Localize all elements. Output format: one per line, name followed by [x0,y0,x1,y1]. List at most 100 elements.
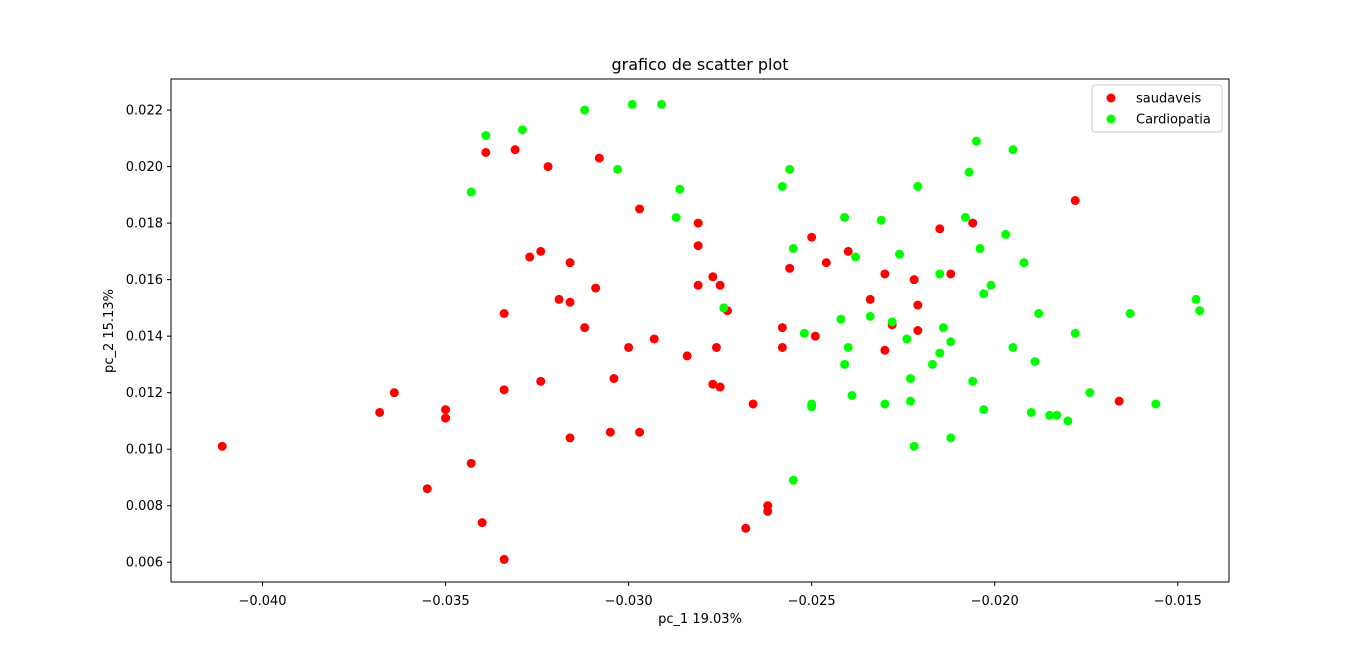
y-tick-label: 0.012 [126,386,163,401]
data-point [1114,396,1124,406]
data-point [935,348,945,358]
data-point [971,136,981,146]
data-point [543,162,553,172]
data-point [1034,309,1044,319]
data-point [865,294,875,304]
plot-area [170,78,1230,583]
data-point [466,187,476,197]
data-point [906,374,916,384]
data-point [1151,399,1161,409]
data-point [594,153,604,163]
data-point [693,280,703,290]
x-tick-label: −0.040 [238,594,286,609]
data-point [481,131,491,141]
data-point [960,212,970,222]
data-point [968,376,978,386]
data-point [510,145,520,155]
data-point [909,441,919,451]
data-point [785,164,795,174]
data-point [499,554,509,564]
data-point [1063,416,1073,426]
data-point [968,218,978,228]
data-point [887,317,897,327]
data-point [913,326,923,335]
data-point [935,269,945,279]
x-tick-label: −0.030 [605,594,653,609]
data-point [536,376,546,386]
y-tick-label: 0.008 [126,499,163,514]
data-point [880,269,890,279]
data-point [840,212,850,222]
data-point [1085,388,1095,398]
data-point [979,289,989,299]
data-point [715,382,725,392]
data-point [946,269,956,279]
data-point [777,323,787,333]
data-point [217,441,227,451]
data-point [499,385,509,395]
data-point [580,323,590,333]
x-tick-label: −0.015 [1154,594,1202,609]
data-point [909,275,919,285]
data-point [777,181,787,191]
data-point [741,523,751,533]
data-point [441,405,451,415]
data-point [843,246,853,256]
data-point [624,342,634,352]
data-point [788,244,798,254]
data-point [671,212,681,222]
y-tick-label: 0.010 [126,443,163,458]
data-point [763,506,773,516]
data-point [1195,306,1205,316]
y-axis-label: pc_2 15.13% [102,289,117,373]
y-tick-label: 0.014 [126,330,163,345]
data-point [935,224,945,234]
data-point [605,427,615,437]
data-point [635,427,645,437]
data-point [1008,145,1018,155]
data-point [865,311,875,321]
y-tick-label: 0.006 [126,556,163,571]
data-point [777,342,787,352]
data-point [1019,258,1029,268]
data-point [657,99,667,109]
data-point [964,167,974,177]
data-point [375,407,385,417]
data-point [1070,328,1080,338]
data-point [466,458,476,468]
data-point [799,328,809,338]
legend: saudaveis Cardiopatia [1091,84,1223,133]
data-point [389,388,399,398]
data-point [748,399,758,409]
points-layer [217,99,1205,564]
data-point [1070,196,1080,206]
data-point [913,181,923,191]
y-tick-label: 0.020 [126,160,163,175]
data-point [979,405,989,415]
data-point [1008,342,1018,352]
series-cardiopatia [466,99,1205,485]
data-point [902,334,912,344]
data-point [477,518,487,528]
data-point [609,374,619,384]
data-point [906,396,916,406]
data-point [1026,407,1036,417]
data-point [715,280,725,290]
data-point [554,294,564,304]
legend-label: Cardiopatia [1136,113,1211,128]
data-point [927,359,937,369]
data-point [975,244,985,254]
data-point [675,184,685,194]
legend-label: saudaveis [1136,92,1202,107]
data-point [840,359,850,369]
data-point [481,147,491,157]
y-tick-label: 0.018 [126,217,163,232]
data-point [913,300,923,310]
data-point [565,258,575,268]
legend-marker [1106,93,1116,103]
data-point [876,215,886,225]
data-point [693,241,703,251]
data-point [613,164,623,174]
data-point [785,263,795,273]
